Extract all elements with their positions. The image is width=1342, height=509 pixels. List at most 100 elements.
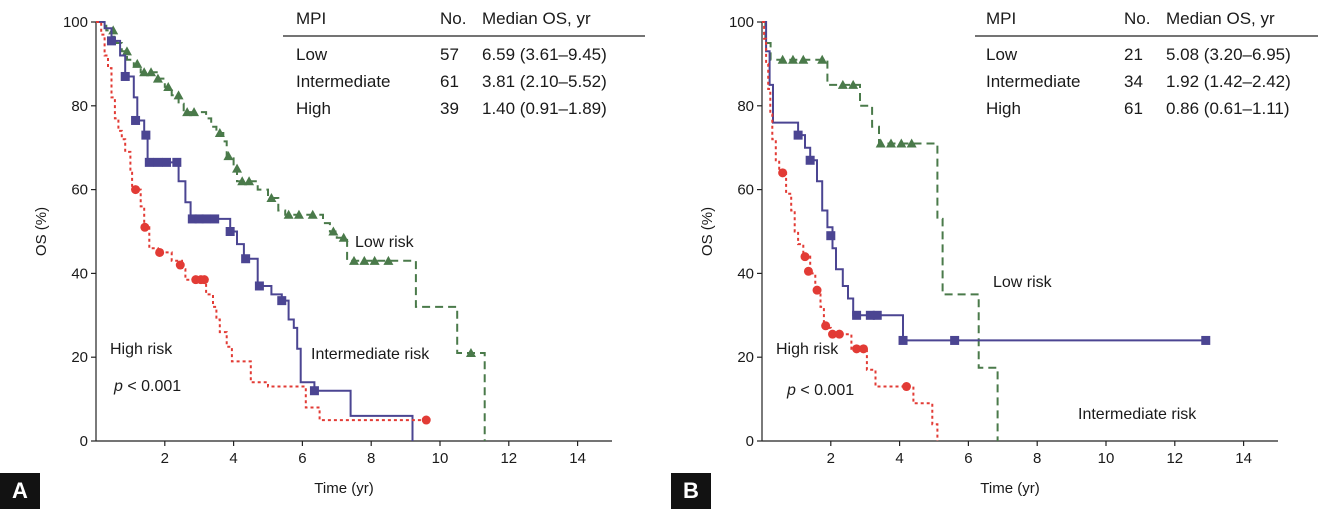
panel-a: 0 20 40 60 80 100 2 4 6 8 10 12 14 Time (yr) OS (%) MPI… bbox=[0, 9, 645, 509]
panel-b: 0 20 40 60 80 100 2 4 6 8 10 12 14 Time (yr) OS (%) MPI… bbox=[671, 0, 1342, 509]
censor-marker-low bbox=[896, 138, 907, 148]
x-tick-label: 8 bbox=[367, 450, 375, 467]
censor-marker-intermediate bbox=[793, 130, 803, 140]
table-cell-median: 5.08 (3.20–6.95) bbox=[1166, 45, 1291, 64]
y-tick-label: 20 bbox=[71, 349, 88, 366]
censor-marker-low bbox=[283, 209, 294, 219]
x-tick-label: 6 bbox=[964, 450, 972, 467]
x-tick-label: 10 bbox=[432, 450, 449, 467]
censor-marker-low bbox=[214, 128, 225, 138]
censor-marker-intermediate bbox=[131, 115, 141, 125]
censor-marker-intermediate bbox=[225, 227, 235, 236]
censor-marker-low bbox=[163, 81, 174, 91]
y-tick-label: 40 bbox=[737, 265, 754, 282]
censor-marker-low bbox=[152, 73, 163, 83]
y-tick-label: 60 bbox=[71, 182, 88, 199]
censor-marker-high bbox=[812, 285, 822, 295]
y-axis-label: OS (%) bbox=[699, 207, 716, 256]
censor-marker-high bbox=[155, 247, 165, 257]
censor-marker-intermediate bbox=[872, 310, 882, 320]
censor-marker-low bbox=[173, 90, 184, 100]
table-header-mpi: MPI bbox=[296, 9, 326, 28]
table-cell-no: 57 bbox=[440, 45, 459, 64]
table-cell-group: Low bbox=[296, 45, 328, 64]
censor-marker-high bbox=[901, 382, 911, 392]
km-chart-b: 0 20 40 60 80 100 2 4 6 8 10 12 14 Time (yr) OS (%) MPI… bbox=[699, 9, 1318, 497]
annotation-low-risk: Low risk bbox=[355, 234, 415, 251]
table-header-median: Median OS, yr bbox=[1166, 9, 1275, 28]
censor-marker-high bbox=[828, 329, 838, 339]
censor-marker-low bbox=[798, 54, 809, 64]
y-tick-label: 60 bbox=[737, 182, 754, 199]
km-curve-low bbox=[96, 21, 486, 441]
table-header-no: No. bbox=[1124, 9, 1150, 28]
censor-marker-intermediate bbox=[898, 335, 908, 345]
censor-marker-high bbox=[858, 344, 868, 354]
censor-marker-low bbox=[465, 348, 476, 358]
table-cell-median: 6.59 (3.61–9.45) bbox=[482, 45, 607, 64]
censor-marker-low bbox=[338, 232, 349, 242]
x-tick-label: 6 bbox=[298, 450, 306, 467]
x-axis-label: Time (yr) bbox=[980, 480, 1039, 497]
table-cell-group: Intermediate bbox=[296, 72, 391, 91]
y-tick-label: 0 bbox=[746, 433, 754, 450]
y-tick-label: 80 bbox=[737, 98, 754, 115]
censor-marker-intermediate bbox=[106, 36, 116, 46]
table-cell-group: High bbox=[296, 99, 331, 118]
y-tick-label: 40 bbox=[71, 265, 88, 282]
km-curve-high bbox=[762, 21, 939, 441]
censor-marker-low bbox=[244, 176, 255, 186]
table-cell-group: Intermediate bbox=[986, 72, 1081, 91]
x-tick-label: 4 bbox=[895, 450, 903, 467]
km-curve-intermediate bbox=[762, 21, 1206, 342]
x-tick-label: 12 bbox=[500, 450, 517, 467]
table-cell-no: 61 bbox=[440, 72, 459, 91]
censor-marker-intermediate bbox=[852, 310, 862, 320]
table-cell-no: 61 bbox=[1124, 99, 1143, 118]
x-axis-label: Time (yr) bbox=[314, 480, 373, 497]
censor-marker-intermediate bbox=[172, 157, 182, 167]
censor-marker-high bbox=[800, 252, 810, 262]
annotation-intermediate-risk: Intermediate risk bbox=[1078, 406, 1197, 423]
table-cell-no: 21 bbox=[1124, 45, 1143, 64]
x-tick-label: 4 bbox=[229, 450, 237, 467]
censor-marker-high bbox=[803, 266, 813, 276]
censor-marker-low bbox=[146, 67, 157, 77]
censor-marker-low bbox=[223, 151, 234, 161]
table-cell-no: 34 bbox=[1124, 72, 1143, 91]
annotation-high-risk: High risk bbox=[110, 341, 173, 358]
x-tick-label: 12 bbox=[1166, 450, 1183, 467]
censor-marker-intermediate bbox=[826, 231, 836, 241]
table-cell-median: 1.40 (0.91–1.89) bbox=[482, 99, 607, 118]
censor-marker-low bbox=[237, 176, 248, 186]
annotation-intermediate-risk: Intermediate risk bbox=[311, 346, 430, 363]
censor-marker-intermediate bbox=[194, 214, 204, 224]
censor-marker-low bbox=[886, 138, 896, 148]
table-header-no: No. bbox=[440, 9, 466, 28]
table-cell-no: 39 bbox=[440, 99, 459, 118]
table-cell-median: 0.86 (0.61–1.11) bbox=[1166, 99, 1290, 118]
x-tick-label: 2 bbox=[827, 450, 835, 467]
censor-marker-intermediate bbox=[805, 155, 815, 165]
censor-marker-low bbox=[328, 226, 339, 236]
censor-marker-intermediate bbox=[201, 214, 211, 224]
censor-marker-low bbox=[875, 138, 886, 148]
annotation-high-risk: High risk bbox=[776, 341, 839, 358]
km-curve-low bbox=[762, 21, 999, 441]
censor-marker-low bbox=[787, 54, 798, 64]
table-cell-group: Low bbox=[986, 45, 1018, 64]
x-tick-label: 2 bbox=[161, 450, 169, 467]
censor-marker-low bbox=[817, 54, 828, 64]
censor-marker-high bbox=[131, 185, 141, 195]
censor-marker-intermediate bbox=[153, 157, 163, 167]
censor-marker-intermediate bbox=[1201, 335, 1211, 345]
censor-marker-intermediate bbox=[210, 214, 220, 224]
table-header-median: Median OS, yr bbox=[482, 9, 591, 28]
table-cell-median: 3.81 (2.10–5.52) bbox=[482, 72, 607, 91]
censor-marker-low bbox=[121, 46, 132, 56]
annotation-low-risk: Low risk bbox=[993, 274, 1053, 291]
censor-marker-low bbox=[906, 138, 917, 148]
censor-marker-low bbox=[349, 255, 359, 265]
km-chart-a: 0 20 40 60 80 100 2 4 6 8 10 12 14 Time (yr) OS (%) MPI… bbox=[33, 9, 645, 497]
censor-marker-intermediate bbox=[254, 281, 264, 291]
